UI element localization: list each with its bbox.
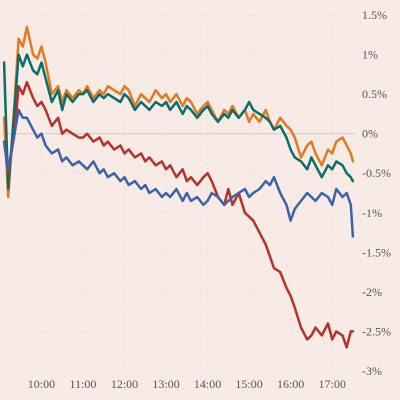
series-line-red xyxy=(2,80,355,349)
series-lines xyxy=(2,25,355,349)
y-tick-label: -3% xyxy=(362,364,382,378)
x-tick-label: 14:00 xyxy=(194,377,221,391)
x-axis-ticks: 10:00 11:00 12:00 13:00 14:00 15:00 16:00 17:00 xyxy=(28,377,346,391)
series-line-teal xyxy=(2,53,355,191)
y-tick-label: -0.5% xyxy=(362,166,391,180)
x-tick-label: 11:00 xyxy=(70,377,97,391)
x-tick-label: 16:00 xyxy=(277,377,304,391)
x-tick-label: 15:00 xyxy=(235,377,262,391)
y-tick-label: 0.5% xyxy=(362,87,387,101)
x-tick-label: 13:00 xyxy=(152,377,179,391)
y-tick-label: 1% xyxy=(362,48,378,62)
y-tick-label: 0% xyxy=(362,127,378,141)
y-tick-label: -2.5% xyxy=(362,324,391,338)
y-tick-label: -1.5% xyxy=(362,245,391,259)
series-line-blue xyxy=(2,108,355,238)
y-tick-label: -1% xyxy=(362,206,382,220)
x-tick-label: 17:00 xyxy=(318,377,345,391)
x-tick-label: 12:00 xyxy=(111,377,138,391)
y-axis-ticks: 1.5% 1% 0.5% 0% -0.5% -1% -1.5% -2% -2.5% -3% xyxy=(362,8,391,378)
x-tick-label: 10:00 xyxy=(28,377,55,391)
grid xyxy=(2,14,355,372)
y-tick-label: 1.5% xyxy=(362,8,387,22)
y-tick-label: -2% xyxy=(362,285,382,299)
